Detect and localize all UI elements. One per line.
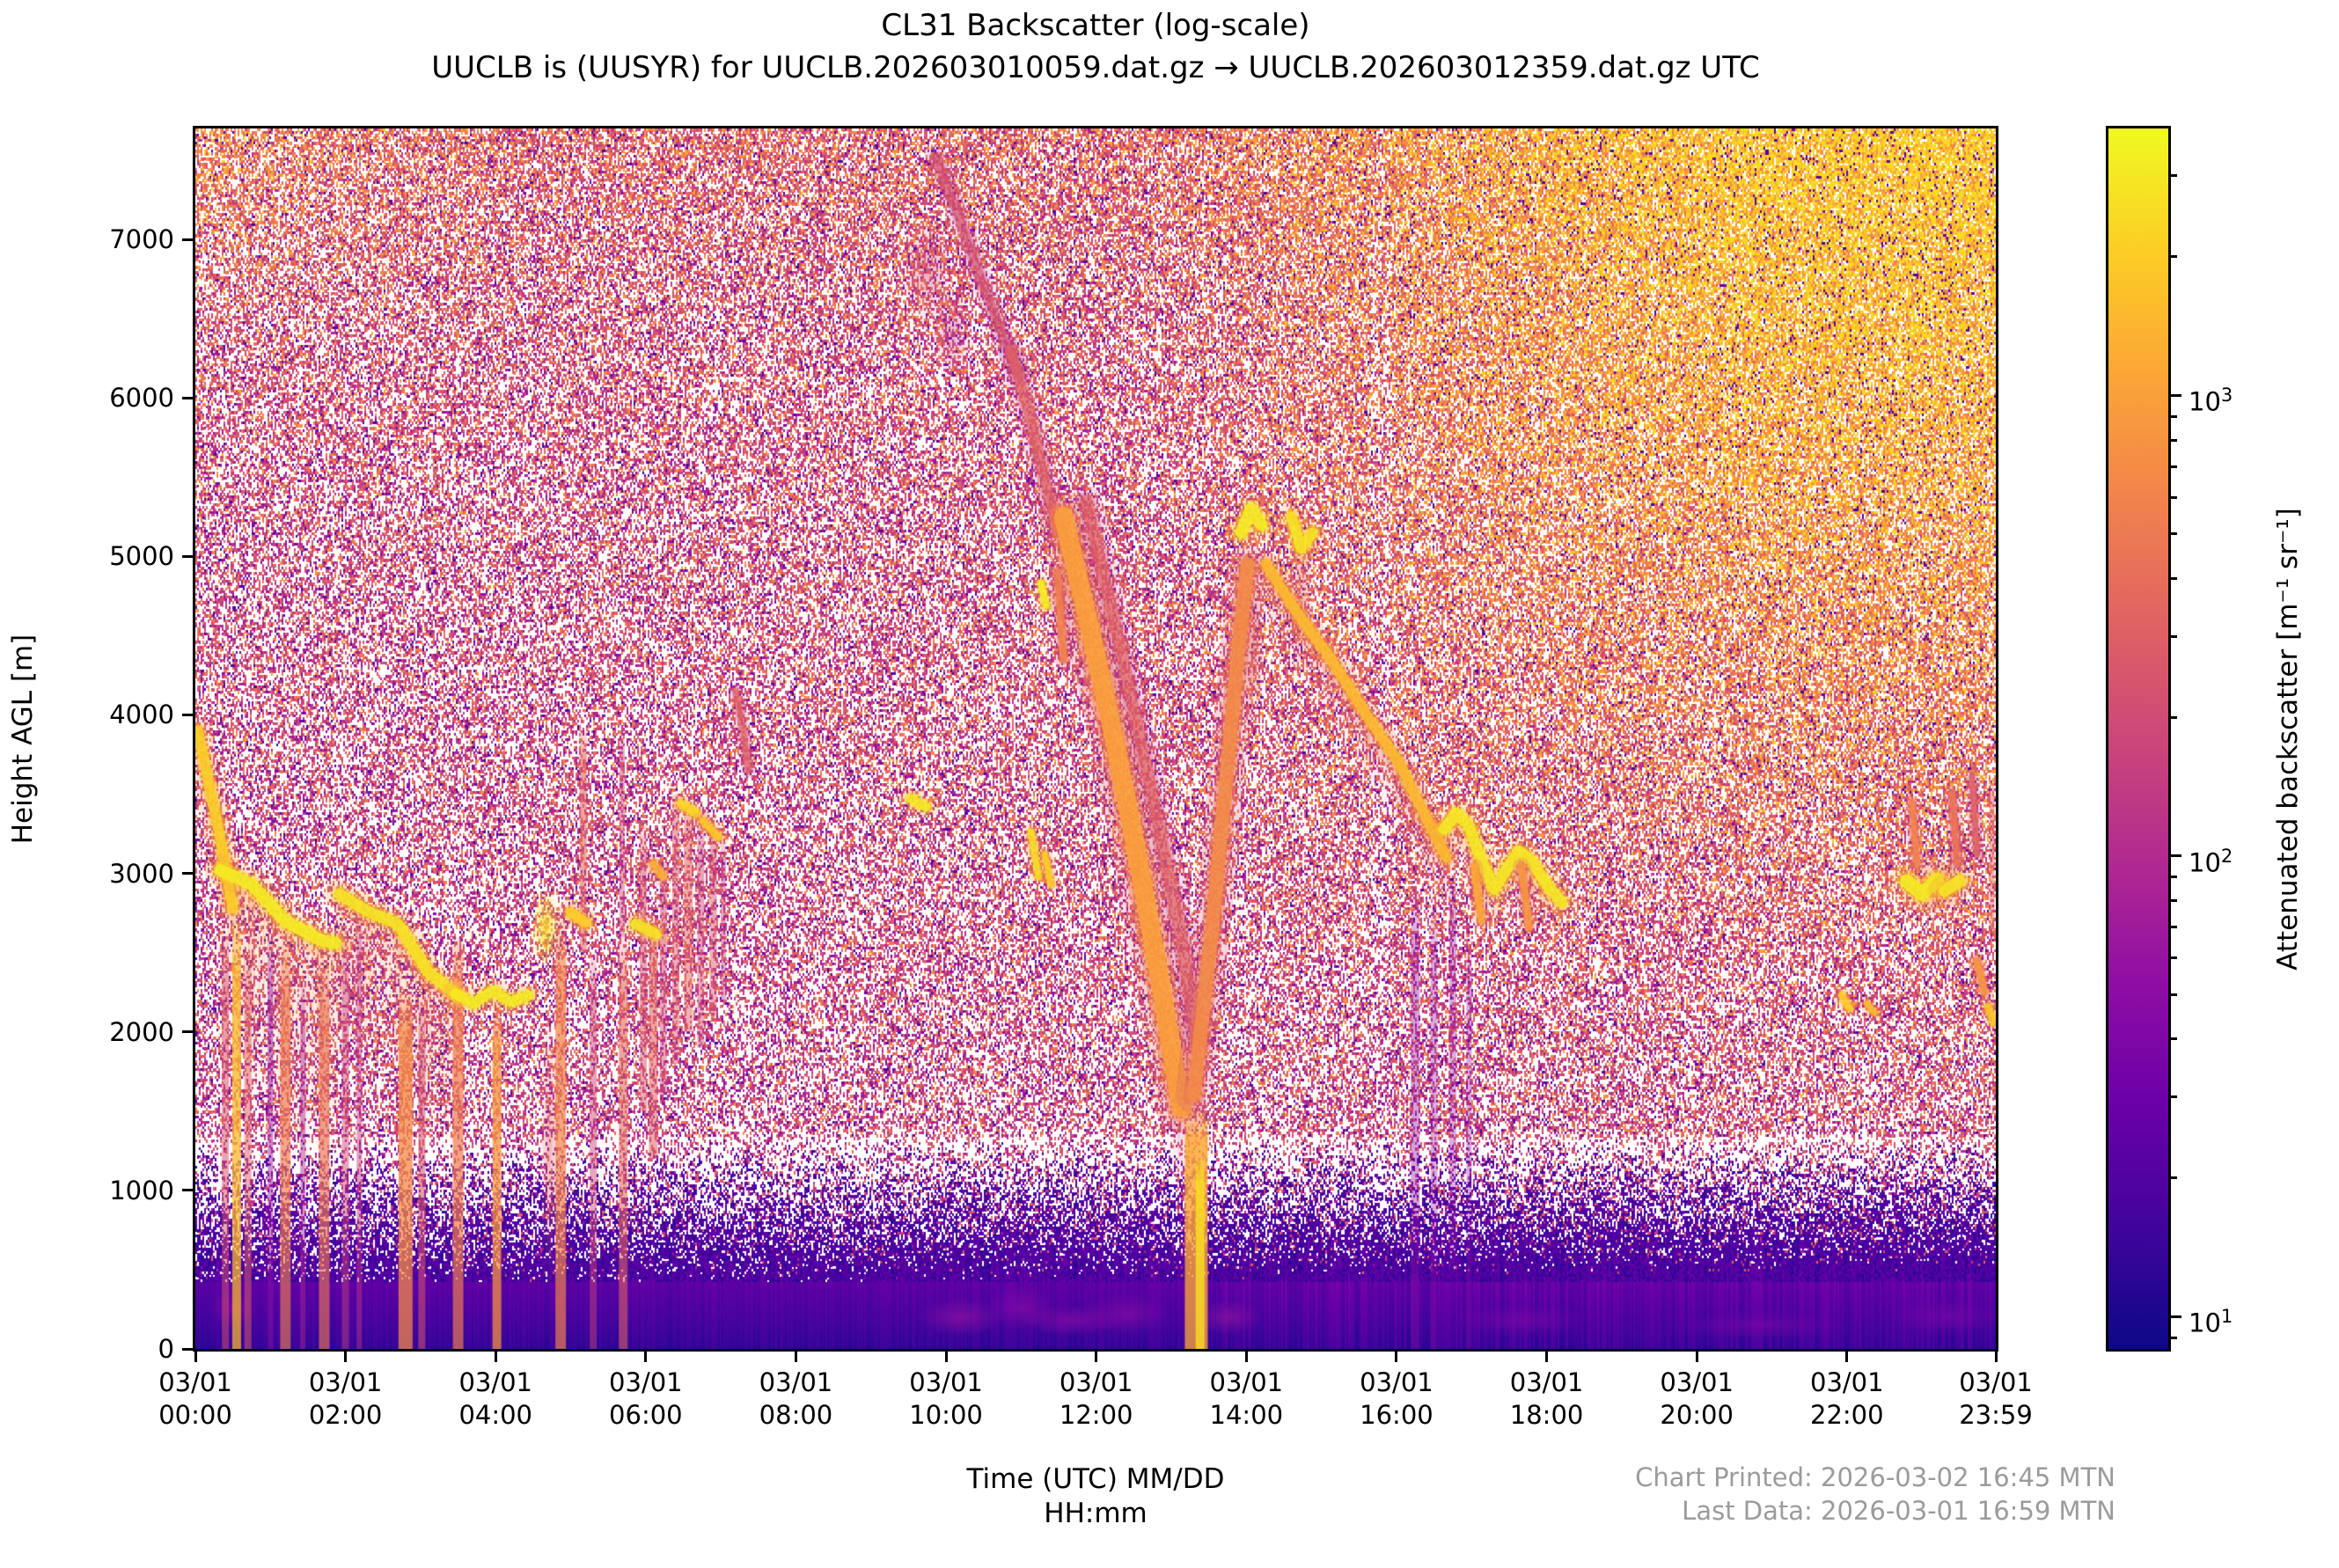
y-tick-label: 5000 (109, 541, 174, 572)
x-tick-mark (644, 1352, 648, 1362)
colorbar-tick-label: 101 (2189, 1306, 2233, 1338)
colorbar-minor-tick (2171, 876, 2177, 879)
colorbar-minor-tick (2171, 1336, 2177, 1339)
x-tick-mark (1994, 1352, 1998, 1362)
x-tick-mark (1845, 1352, 1849, 1362)
x-tick-label: 03/01 04:00 (458, 1367, 533, 1430)
x-tick-mark (1095, 1352, 1098, 1362)
colorbar-minor-tick (2171, 1095, 2177, 1098)
x-tick-label: 03/01 20:00 (1660, 1367, 1734, 1430)
x-tick-label: 03/01 08:00 (759, 1367, 833, 1430)
colorbar-minor-tick (2171, 465, 2177, 468)
colorbar-major-tick (2171, 393, 2181, 397)
y-tick-mark (182, 554, 193, 558)
colorbar-major-tick (2171, 854, 2181, 858)
y-tick-mark (182, 396, 193, 399)
backscatter-heatmap-canvas (195, 128, 1996, 1349)
colorbar-minor-tick (2171, 577, 2177, 581)
plot-area (193, 126, 1998, 1352)
colorbar-minor-tick (2171, 956, 2177, 960)
x-tick-mark (194, 1352, 197, 1362)
colorbar-minor-tick (2171, 993, 2177, 996)
x-tick-mark (794, 1352, 797, 1362)
last-data-text: Last Data: 2026-03-01 16:59 MTN (1682, 1496, 2115, 1526)
colorbar-tick-label: 103 (2189, 385, 2233, 418)
colorbar-minor-tick (2171, 414, 2177, 418)
x-tick-label: 03/01 00:00 (158, 1367, 232, 1430)
y-tick-mark (182, 1347, 193, 1351)
colorbar-minor-tick (2171, 715, 2177, 719)
x-tick-label: 03/01 16:00 (1360, 1367, 1433, 1430)
chart-subtitle: UUCLB is (UUSYR) for UUCLB.202603010059.… (431, 50, 1760, 85)
y-tick-mark (182, 238, 193, 241)
y-axis-label: Height AGL [m] (7, 634, 39, 845)
x-tick-mark (344, 1352, 348, 1362)
x-tick-mark (494, 1352, 497, 1362)
x-tick-mark (944, 1352, 948, 1362)
x-axis-label-line2: HH:mm (1044, 1498, 1148, 1529)
x-tick-label: 03/01 18:00 (1509, 1367, 1584, 1430)
x-axis-label: Time (UTC) MM/DD HH:mm (920, 1462, 1272, 1531)
x-tick-label: 03/01 14:00 (1209, 1367, 1284, 1430)
y-tick-label: 2000 (109, 1016, 174, 1047)
chart-title: CL31 Backscatter (log-scale) (881, 8, 1310, 43)
y-tick-label: 7000 (109, 224, 174, 255)
x-tick-label: 03/01 22:00 (1810, 1367, 1884, 1430)
y-tick-label: 1000 (109, 1175, 174, 1205)
x-axis-label-line1: Time (UTC) MM/DD (966, 1463, 1225, 1495)
colorbar (2106, 126, 2171, 1352)
y-tick-label: 3000 (109, 858, 174, 889)
colorbar-minor-tick (2171, 1037, 2177, 1041)
colorbar-minor-tick (2171, 174, 2177, 178)
x-tick-label: 03/01 12:00 (1059, 1367, 1133, 1430)
x-tick-label: 03/01 10:00 (909, 1367, 983, 1430)
colorbar-minor-tick (2171, 438, 2177, 442)
x-tick-label: 03/01 23:59 (1959, 1367, 2033, 1430)
x-tick-mark (1395, 1352, 1398, 1362)
chart-printed-text: Chart Printed: 2026-03-02 16:45 MTN (1635, 1462, 2115, 1492)
y-tick-label: 6000 (109, 383, 174, 414)
y-tick-mark (182, 713, 193, 716)
colorbar-minor-tick (2171, 898, 2177, 902)
colorbar-minor-tick (2171, 634, 2177, 638)
y-tick-label: 4000 (109, 700, 174, 730)
y-tick-mark (182, 872, 193, 876)
colorbar-label: Attenuated backscatter [m⁻¹ sr⁻¹] (2272, 508, 2304, 971)
colorbar-minor-tick (2171, 255, 2177, 259)
colorbar-minor-tick (2171, 926, 2177, 929)
y-tick-mark (182, 1030, 193, 1034)
x-tick-mark (1244, 1352, 1248, 1362)
x-tick-mark (1545, 1352, 1549, 1362)
colorbar-minor-tick (2171, 532, 2177, 536)
colorbar-tick-label: 102 (2189, 845, 2233, 878)
y-tick-label: 0 (158, 1334, 174, 1364)
colorbar-minor-tick (2171, 1176, 2177, 1180)
y-tick-mark (182, 1189, 193, 1192)
x-tick-mark (1695, 1352, 1698, 1362)
x-tick-label: 03/01 02:00 (308, 1367, 383, 1430)
colorbar-minor-tick (2171, 496, 2177, 499)
x-tick-label: 03/01 06:00 (609, 1367, 683, 1430)
colorbar-major-tick (2171, 1315, 2181, 1318)
footer-annotations: Chart Printed: 2026-03-02 16:45 MTN Last… (1320, 1461, 2115, 1528)
